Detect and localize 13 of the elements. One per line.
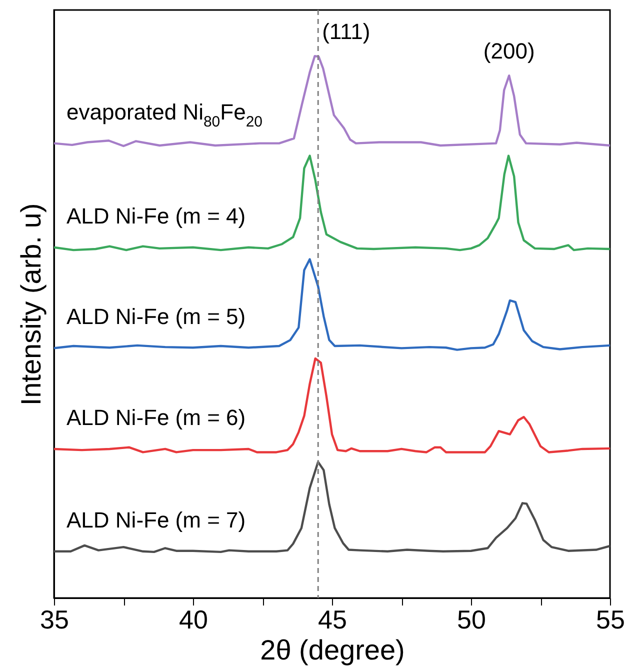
- text: (111): [322, 19, 370, 44]
- series-label: ALD Ni-Fe (m = 7): [66, 507, 246, 532]
- y-axis-title: Intensity (arb. u): [16, 203, 46, 406]
- x-tick-label: 50: [457, 604, 486, 634]
- x-tick-label: 40: [179, 604, 208, 634]
- series-label: ALD Ni-Fe (m = 5): [66, 304, 246, 330]
- x-tick-label: 45: [318, 604, 347, 634]
- series-label: ALD Ni-Fe (m = 6): [66, 405, 246, 430]
- x-tick-label: 35: [40, 604, 69, 634]
- annotation: (200): [483, 38, 535, 64]
- x-tick-label: 55: [596, 604, 625, 634]
- series-label: ALD Ni-Fe (m = 4): [66, 203, 246, 228]
- x-axis-title: 2θ (degree): [260, 634, 405, 666]
